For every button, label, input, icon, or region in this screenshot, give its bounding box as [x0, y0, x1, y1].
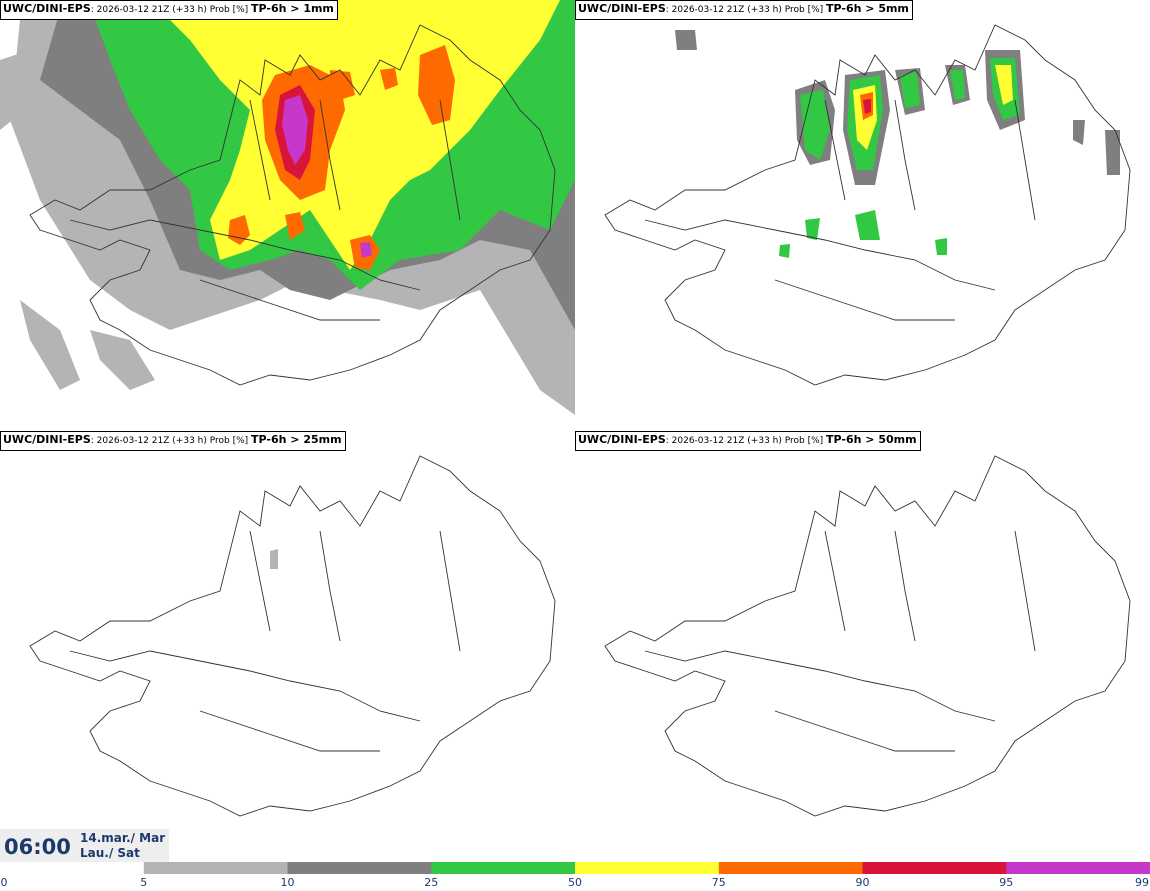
legend-tick-label: 5 [140, 876, 148, 889]
legend-swatch [718, 862, 864, 874]
coastline [29, 24, 556, 386]
variable-label: TP-6h > 5mm [826, 2, 909, 15]
model-name: UWC/DINI-EPS [3, 2, 91, 15]
panel-title: UWC/DINI-EPS: 2026-03-12 21Z (+33 h) Pro… [0, 431, 346, 451]
variable-label: TP-6h > 50mm [826, 433, 917, 446]
map-panel-25mm: UWC/DINI-EPS: 2026-03-12 21Z (+33 h) Pro… [0, 431, 575, 862]
legend-tick-label: 95 [999, 876, 1014, 889]
coastline [604, 24, 1131, 386]
legend-tick-label: 99 [1135, 876, 1149, 889]
legend-swatch [143, 862, 289, 874]
model-name: UWC/DINI-EPS [578, 2, 666, 15]
legend-tick-label: 25 [424, 876, 439, 889]
legend-tick-label: 75 [711, 876, 726, 889]
color-legend [0, 862, 1150, 891]
valid-weekday: Lau./ Sat [80, 846, 140, 860]
prob-field [270, 549, 278, 569]
model-name: UWC/DINI-EPS [3, 433, 91, 446]
panel-title: UWC/DINI-EPS: 2026-03-12 21Z (+33 h) Pro… [575, 431, 921, 451]
prob-field [675, 30, 1120, 258]
legend-colorbar [0, 862, 1150, 874]
legend-tick-label: 50 [568, 876, 582, 889]
model-name: UWC/DINI-EPS [578, 433, 666, 446]
legend-tick-label: 90 [855, 876, 870, 889]
legend-tick-label: 10 [280, 876, 295, 889]
valid-date: 14.mar./ Mar [80, 831, 166, 845]
map-panel-1mm: UWC/DINI-EPS: 2026-03-12 21Z (+33 h) Pro… [0, 0, 575, 431]
legend-swatch [431, 862, 576, 874]
variable-label: TP-6h > 1mm [251, 2, 334, 15]
panel-title: UWC/DINI-EPS: 2026-03-12 21Z (+33 h) Pro… [0, 0, 338, 20]
valid-hour: 06:00 [4, 835, 71, 859]
run-info: : 2026-03-12 21Z (+33 h) Prob [%] [90, 436, 252, 446]
run-info: : 2026-03-12 21Z (+33 h) Prob [%] [665, 436, 827, 446]
probability-map-25mm [29, 455, 556, 817]
legend-tick-label: 0 [0, 876, 8, 889]
run-info: : 2026-03-12 21Z (+33 h) Prob [%] [665, 5, 827, 15]
probability-map-5mm [604, 24, 1131, 386]
run-info: : 2026-03-12 21Z (+33 h) Prob [%] [90, 5, 252, 15]
panel-title: UWC/DINI-EPS: 2026-03-12 21Z (+33 h) Pro… [575, 0, 913, 20]
legend-swatch [0, 862, 145, 874]
legend-swatch [575, 862, 720, 874]
variable-label: TP-6h > 25mm [251, 433, 342, 446]
valid-time-box: 06:00 14.mar./ Mar Lau./ Sat [0, 829, 169, 864]
coastline [604, 455, 1131, 817]
map-panel-5mm: UWC/DINI-EPS: 2026-03-12 21Z (+33 h) Pro… [575, 0, 1150, 431]
map-panel-50mm: UWC/DINI-EPS: 2026-03-12 21Z (+33 h) Pro… [575, 431, 1150, 862]
probability-map-1mm [0, 0, 575, 415]
legend-swatch [287, 862, 432, 874]
legend-swatch [862, 862, 1007, 874]
legend-swatch [1006, 862, 1150, 874]
probability-map-50mm [604, 455, 1131, 817]
coastline [29, 455, 556, 817]
prob-field [0, 0, 575, 415]
